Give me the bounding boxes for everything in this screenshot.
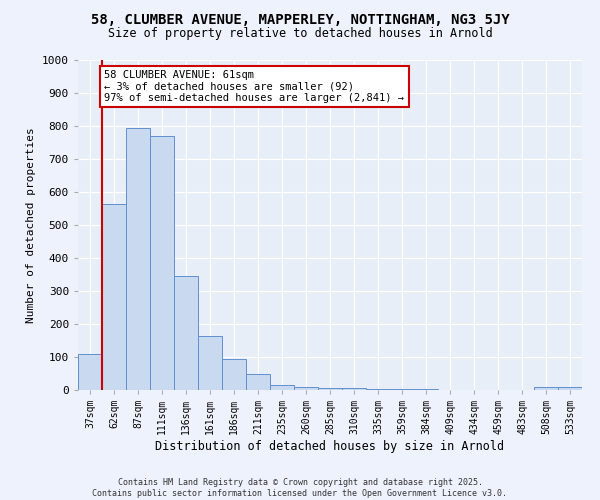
Bar — [102, 204, 126, 390]
Bar — [342, 388, 366, 390]
Bar — [78, 354, 102, 390]
Text: Size of property relative to detached houses in Arnold: Size of property relative to detached ho… — [107, 28, 493, 40]
Bar — [294, 386, 318, 390]
Text: Contains HM Land Registry data © Crown copyright and database right 2025.
Contai: Contains HM Land Registry data © Crown c… — [92, 478, 508, 498]
Bar — [318, 388, 342, 390]
Bar — [270, 385, 294, 390]
Y-axis label: Number of detached properties: Number of detached properties — [26, 127, 37, 323]
Bar — [126, 128, 150, 390]
Bar — [222, 358, 246, 390]
Bar — [198, 336, 222, 390]
Bar — [174, 276, 198, 390]
Bar — [150, 136, 174, 390]
Bar — [246, 374, 270, 390]
Bar — [558, 388, 582, 390]
Text: 58, CLUMBER AVENUE, MAPPERLEY, NOTTINGHAM, NG3 5JY: 58, CLUMBER AVENUE, MAPPERLEY, NOTTINGHA… — [91, 12, 509, 26]
Bar — [534, 388, 558, 390]
Text: 58 CLUMBER AVENUE: 61sqm
← 3% of detached houses are smaller (92)
97% of semi-de: 58 CLUMBER AVENUE: 61sqm ← 3% of detache… — [104, 70, 404, 103]
X-axis label: Distribution of detached houses by size in Arnold: Distribution of detached houses by size … — [155, 440, 505, 453]
Bar — [366, 389, 390, 390]
